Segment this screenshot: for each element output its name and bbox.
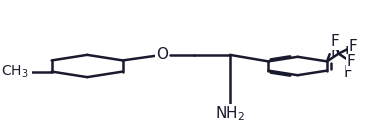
Text: F: F bbox=[343, 65, 352, 80]
Text: F: F bbox=[345, 46, 354, 61]
Text: F: F bbox=[347, 55, 355, 69]
Text: F: F bbox=[331, 34, 339, 49]
Text: NH$_2$: NH$_2$ bbox=[215, 104, 245, 123]
Text: CH$_3$: CH$_3$ bbox=[1, 63, 28, 80]
Text: F: F bbox=[331, 44, 339, 59]
Text: F: F bbox=[349, 39, 357, 54]
Text: O: O bbox=[156, 47, 168, 62]
